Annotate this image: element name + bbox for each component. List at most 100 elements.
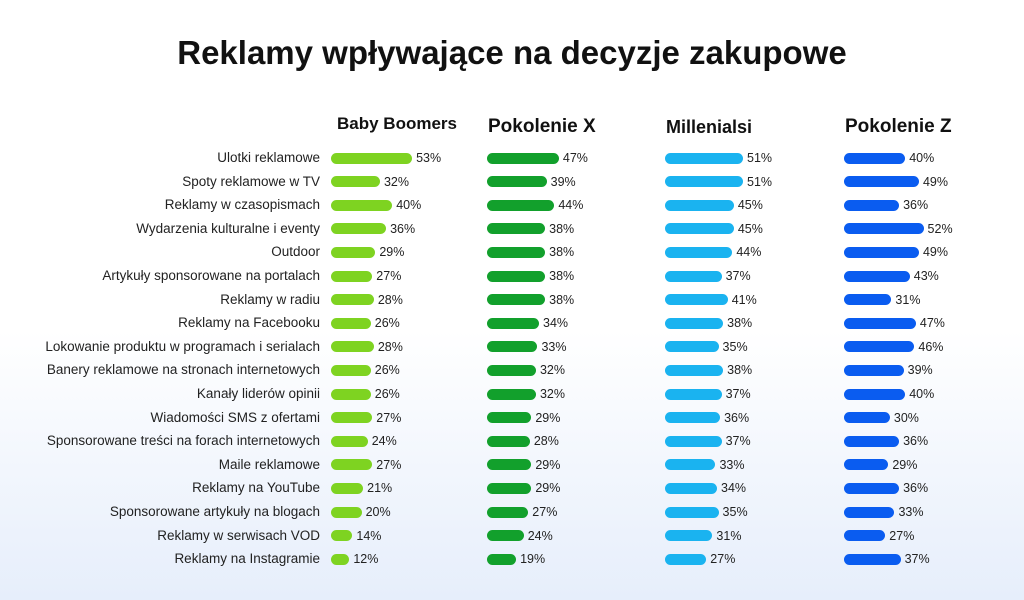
category-label: Wiadomości SMS z ofertami	[150, 409, 320, 425]
bar	[665, 270, 722, 282]
bar	[331, 482, 364, 494]
chart-title: Reklamy wpływające na decyzje zakupowe	[177, 34, 847, 71]
data-label: 27%	[710, 552, 736, 567]
bar	[844, 223, 924, 235]
bar	[331, 364, 371, 376]
bar	[665, 435, 722, 447]
data-label: 24%	[527, 528, 553, 543]
data-label: 14%	[356, 528, 382, 543]
data-label: 27%	[376, 269, 402, 283]
data-label: 29%	[535, 457, 561, 472]
data-label: 27%	[376, 410, 402, 425]
bar	[331, 176, 380, 188]
data-label: 44%	[558, 198, 584, 213]
data-label: 37%	[725, 387, 751, 401]
bar	[331, 223, 387, 235]
data-label: 47%	[919, 316, 945, 331]
series-header: Pokolenie Z	[845, 116, 952, 137]
data-label: 37%	[904, 552, 930, 567]
bar	[844, 364, 904, 376]
data-label: 40%	[909, 151, 935, 165]
bar	[331, 317, 371, 329]
data-label: 34%	[721, 481, 747, 496]
category-label: Reklamy na Facebooku	[178, 315, 320, 331]
bar	[487, 223, 546, 235]
data-label: 28%	[377, 339, 403, 354]
data-label: 51%	[747, 174, 773, 189]
bar	[665, 412, 721, 424]
data-label: 36%	[390, 221, 416, 236]
data-label: 21%	[367, 481, 393, 496]
data-label: 35%	[722, 505, 748, 519]
bar	[487, 317, 540, 329]
data-label: 36%	[903, 481, 929, 496]
bar	[844, 270, 910, 282]
data-label: 38%	[549, 269, 575, 283]
bar	[665, 152, 744, 164]
bar	[331, 459, 373, 471]
bar	[331, 152, 413, 164]
data-label: 38%	[549, 221, 575, 236]
data-label: 46%	[918, 339, 944, 354]
bar	[844, 152, 906, 164]
bar	[331, 388, 371, 400]
category-label: Lokowanie produktu w programach i serial…	[45, 338, 320, 354]
bar	[665, 176, 744, 188]
bar	[844, 482, 900, 494]
bar	[331, 246, 376, 258]
data-label: 45%	[737, 198, 763, 213]
bar	[665, 506, 719, 518]
data-label: 52%	[927, 221, 953, 236]
data-label: 39%	[550, 174, 576, 189]
series-header: Pokolenie X	[488, 116, 596, 137]
category-label: Wydarzenia kulturalne i eventy	[136, 220, 320, 236]
bar	[844, 199, 900, 211]
data-label: 38%	[549, 292, 575, 307]
data-label: 45%	[737, 221, 763, 236]
bar	[844, 435, 900, 447]
data-label: 36%	[903, 198, 929, 213]
category-label: Reklamy w czasopismach	[164, 197, 320, 213]
bar	[665, 223, 734, 235]
bar	[844, 176, 919, 188]
data-label: 44%	[736, 245, 762, 260]
bar	[487, 435, 530, 447]
data-label: 35%	[722, 339, 748, 354]
series-header: Baby Boomers	[337, 114, 457, 133]
data-label: 40%	[909, 387, 935, 401]
data-label: 38%	[727, 363, 753, 378]
bar	[487, 364, 536, 376]
data-label: 24%	[371, 434, 397, 449]
bar	[331, 270, 373, 282]
bar	[844, 341, 915, 353]
data-label: 31%	[716, 528, 742, 543]
data-label: 36%	[903, 434, 929, 449]
bar	[487, 199, 555, 211]
bar	[331, 506, 362, 518]
category-label: Kanały liderów opinii	[196, 386, 320, 401]
category-label: Outdoor	[271, 244, 320, 260]
bar	[487, 152, 559, 164]
category-label: Reklamy w serwisach VOD	[157, 527, 320, 543]
bar	[487, 294, 546, 306]
data-label: 31%	[895, 292, 921, 307]
data-label: 28%	[377, 292, 403, 307]
bar	[487, 459, 532, 471]
bar	[487, 176, 547, 188]
bar	[665, 530, 713, 542]
bar	[665, 482, 718, 494]
data-label: 19%	[520, 552, 546, 567]
category-label: Sponsorowane treści na forach internetow…	[46, 433, 320, 449]
data-label: 27%	[889, 528, 915, 543]
bar	[844, 412, 890, 424]
data-label: 36%	[724, 410, 750, 425]
data-label: 38%	[727, 316, 753, 331]
bar	[487, 270, 546, 282]
data-label: 20%	[365, 505, 391, 519]
data-label: 39%	[907, 363, 933, 378]
bar	[844, 388, 906, 400]
bar	[487, 553, 517, 565]
bar	[331, 341, 374, 353]
data-label: 34%	[543, 316, 569, 331]
bar	[665, 553, 707, 565]
